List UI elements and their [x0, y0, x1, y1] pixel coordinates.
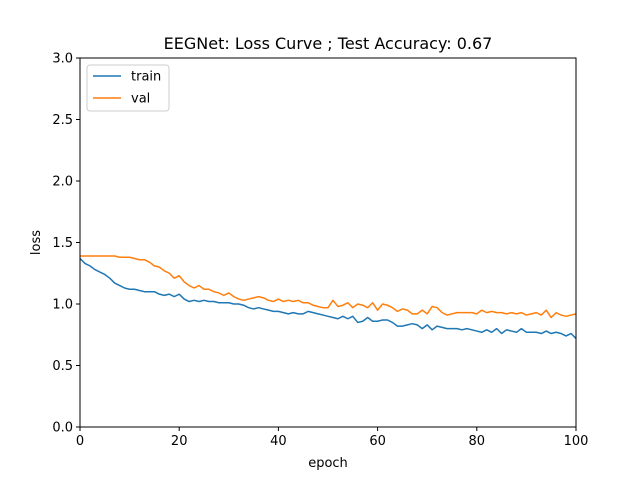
y-tick-label: 0.5 — [52, 359, 73, 374]
x-axis-label: epoch — [308, 456, 348, 471]
x-tick-label: 60 — [369, 434, 386, 449]
y-tick-label: 1.0 — [52, 298, 73, 313]
y-tick-label: 2.0 — [52, 175, 73, 190]
series-line-val — [80, 255, 577, 319]
legend: train val — [86, 64, 170, 112]
x-tick-label: 20 — [171, 434, 188, 449]
plot-frame — [79, 57, 577, 428]
x-axis: 0 20 40 60 80 100 — [76, 427, 589, 449]
legend-train-label: train — [131, 70, 161, 85]
legend-val-label: val — [131, 92, 150, 107]
chart-title: EEGNet: Loss Curve ; Test Accuracy: 0.67 — [164, 34, 493, 53]
series-line-train — [79, 257, 577, 339]
y-tick-label: 1.5 — [52, 236, 73, 251]
y-tick-label: 0.0 — [52, 421, 73, 436]
y-axis: 0.0 0.5 1.0 1.5 2.0 2.5 3.0 — [52, 52, 80, 436]
x-tick-label: 100 — [564, 434, 589, 449]
plot-lines — [79, 255, 577, 339]
x-tick-label: 0 — [76, 434, 84, 449]
y-axis-label: loss — [29, 230, 44, 255]
y-tick-label: 3.0 — [52, 52, 73, 67]
x-tick-label: 80 — [469, 434, 486, 449]
x-tick-label: 40 — [270, 434, 287, 449]
y-tick-label: 2.5 — [52, 113, 73, 128]
